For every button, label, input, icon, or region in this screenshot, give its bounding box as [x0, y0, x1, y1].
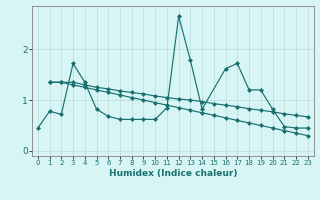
X-axis label: Humidex (Indice chaleur): Humidex (Indice chaleur) — [108, 169, 237, 178]
